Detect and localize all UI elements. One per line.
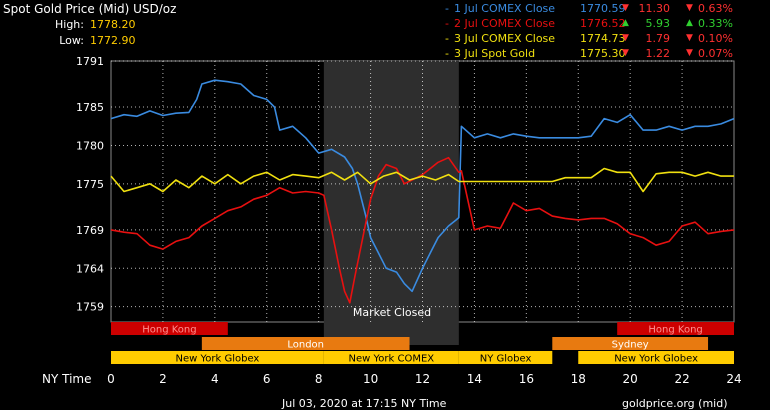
y-tick-label: 1780 [76,139,104,152]
y-tick-label: 1764 [76,262,104,275]
x-axis-label: NY Time [42,372,92,386]
x-tick-label: 8 [315,372,323,386]
session-bar [578,351,734,364]
up-arrow-icon: ▲ [686,18,693,28]
x-tick-label: 22 [674,372,689,386]
footer-timestamp: Jul 03, 2020 at 17:15 NY Time [282,397,447,410]
legend-change: 1.79 [645,32,671,45]
legend-dash: - [445,2,449,15]
legend-pct: 0.33% [698,17,733,30]
x-tick-label: 0 [107,372,115,386]
chart-title: Spot Gold Price (Mid) USD/oz [3,2,177,16]
x-tick-label: 20 [623,372,638,386]
low-label: Low: [59,34,84,47]
x-tick-label: 2 [159,372,167,386]
legend-change: 5.93 [645,17,671,30]
session-bar [201,337,410,350]
legend-change: 1.22 [645,47,671,60]
high-value: 1778.20 [90,18,136,31]
session-bar [552,337,709,350]
session-label: New York Globex [614,354,698,365]
legend-dash: - [445,32,449,45]
legend-price: 1774.73 [580,32,626,45]
market-closed-annotation: Market Closed [353,306,431,319]
footer-source: goldprice.org (mid) [622,397,728,410]
legend-label: 1 Jul COMEX Close [454,2,556,15]
session-label: New York COMEX [349,354,435,365]
x-tick-label: 16 [519,372,534,386]
up-arrow-icon: ▲ [622,18,629,28]
legend-price: 1776.52 [580,17,626,30]
legend-pct: 0.10% [698,32,733,45]
x-tick-label: 6 [263,372,271,386]
x-tick-label: 4 [211,372,219,386]
high-label: High: [55,18,84,31]
legend-change: 11.30 [638,2,671,15]
legend-dash: - [445,17,449,30]
down-arrow-icon: ▼ [622,48,629,58]
session-label: Hong Kong [142,325,196,336]
session-bar [323,351,459,364]
session-label: Hong Kong [648,325,702,336]
market-closed-shade [323,61,459,345]
y-tick-label: 1791 [76,55,104,68]
legend-price: 1770.59 [580,2,626,15]
low-value: 1772.90 [90,34,136,47]
series-line [110,79,735,293]
series-line [110,167,734,193]
series-line [110,156,735,304]
y-tick-label: 1769 [76,224,104,237]
down-arrow-icon: ▼ [686,48,693,58]
y-tick-label: 1785 [76,101,104,114]
down-arrow-icon: ▼ [686,33,693,43]
x-tick-label: 24 [726,372,741,386]
down-arrow-icon: ▼ [622,3,629,13]
session-bar [111,351,324,364]
legend-dash: - [445,47,449,60]
session-bar [458,351,553,364]
session-label: NY Globex [480,354,532,365]
y-tick-label: 1775 [76,178,104,191]
x-tick-label: 14 [467,372,482,386]
legend-pct: 0.63% [698,2,733,15]
down-arrow-icon: ▼ [686,3,693,13]
legend-price: 1775.30 [580,47,626,60]
x-tick-label: 12 [415,372,430,386]
down-arrow-icon: ▼ [622,33,629,43]
y-tick-label: 1759 [76,301,104,314]
session-bar [111,322,228,335]
legend-label: 3 Jul COMEX Close [454,32,556,45]
x-tick-label: 18 [571,372,586,386]
legend-label: 2 Jul COMEX Close [454,17,556,30]
x-tick-label: 10 [363,372,378,386]
session-label: London [287,340,324,351]
legend-label: 3 Jul Spot Gold [454,47,536,60]
session-label: New York Globex [175,354,259,365]
session-bar [617,322,734,335]
legend-pct: 0.07% [698,47,733,60]
session-label: Sydney [612,340,649,351]
